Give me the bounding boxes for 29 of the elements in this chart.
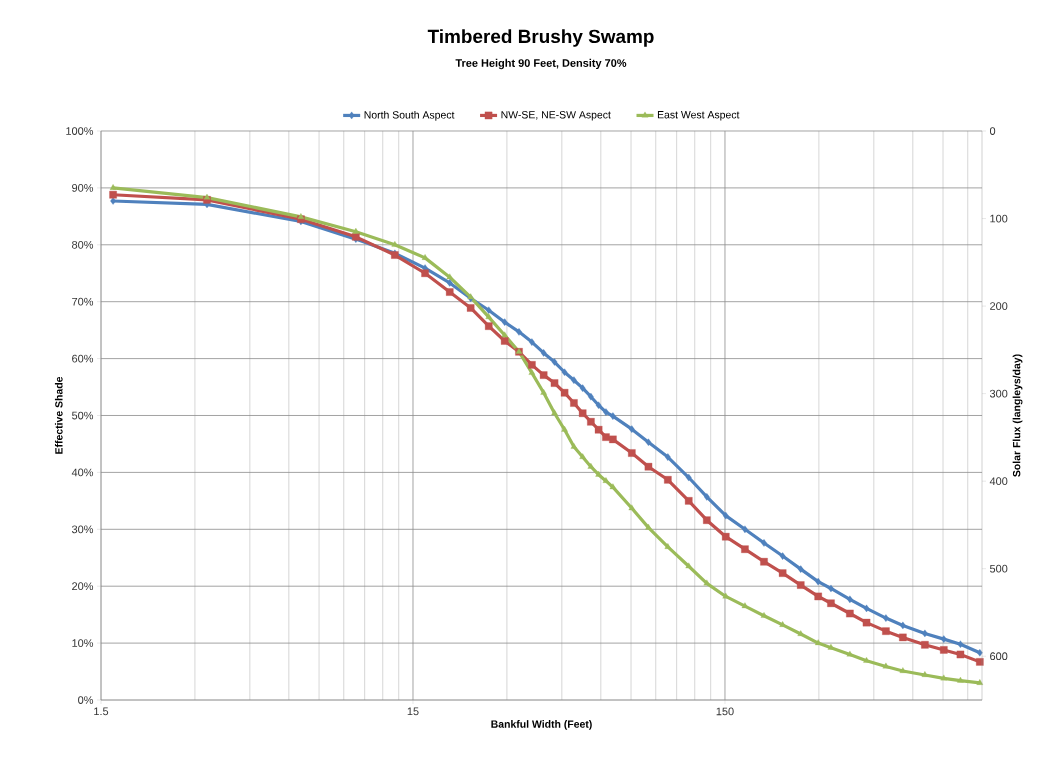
y2-tick-label: 300 [989, 389, 1008, 398]
x-tick-label: 150 [716, 707, 734, 716]
y-tick-label: 90% [72, 184, 94, 192]
y-axis-title: Effective Shade [54, 376, 63, 454]
chart-title: Timbered Brushy Swamp [427, 29, 654, 47]
y-tick-label: 70% [72, 297, 94, 306]
x-axis-title: Bankful Width (Feet) [491, 720, 592, 730]
x-tick-label: 15 [407, 707, 419, 716]
y-tick-label: 80% [72, 240, 94, 249]
x-tick-label: 1.5 [94, 707, 109, 716]
legend-label: NW-SE, NE-SW Aspect [501, 111, 611, 121]
y-tick-label: 60% [72, 354, 94, 363]
y-tick-label: 10% [72, 639, 94, 647]
y2-tick-label: 100 [990, 214, 1008, 223]
legend-label: North South Aspect [364, 110, 455, 121]
y2-tick-label: 400 [989, 477, 1008, 486]
chart-subtitle: Tree Height 90 Feet, Density 70% [455, 58, 627, 70]
y-tick-label: 30% [71, 525, 94, 534]
y2-tick-label: 500 [989, 564, 1008, 573]
y-tick-label: 20% [72, 582, 94, 591]
y-tick-label: 0% [78, 696, 94, 704]
y-tick-label: 40% [71, 468, 94, 477]
y2-tick-label: 0 [989, 127, 996, 135]
y2-tick-label: 200 [990, 302, 1008, 310]
y2-axis-title: Solar Flux (langleys/day) [1012, 354, 1023, 477]
y2-tick-label: 600 [990, 652, 1008, 661]
y-tick-label: 50% [71, 411, 94, 420]
legend-label: East West Aspect [657, 111, 740, 121]
y-tick-label: 100% [66, 127, 94, 135]
